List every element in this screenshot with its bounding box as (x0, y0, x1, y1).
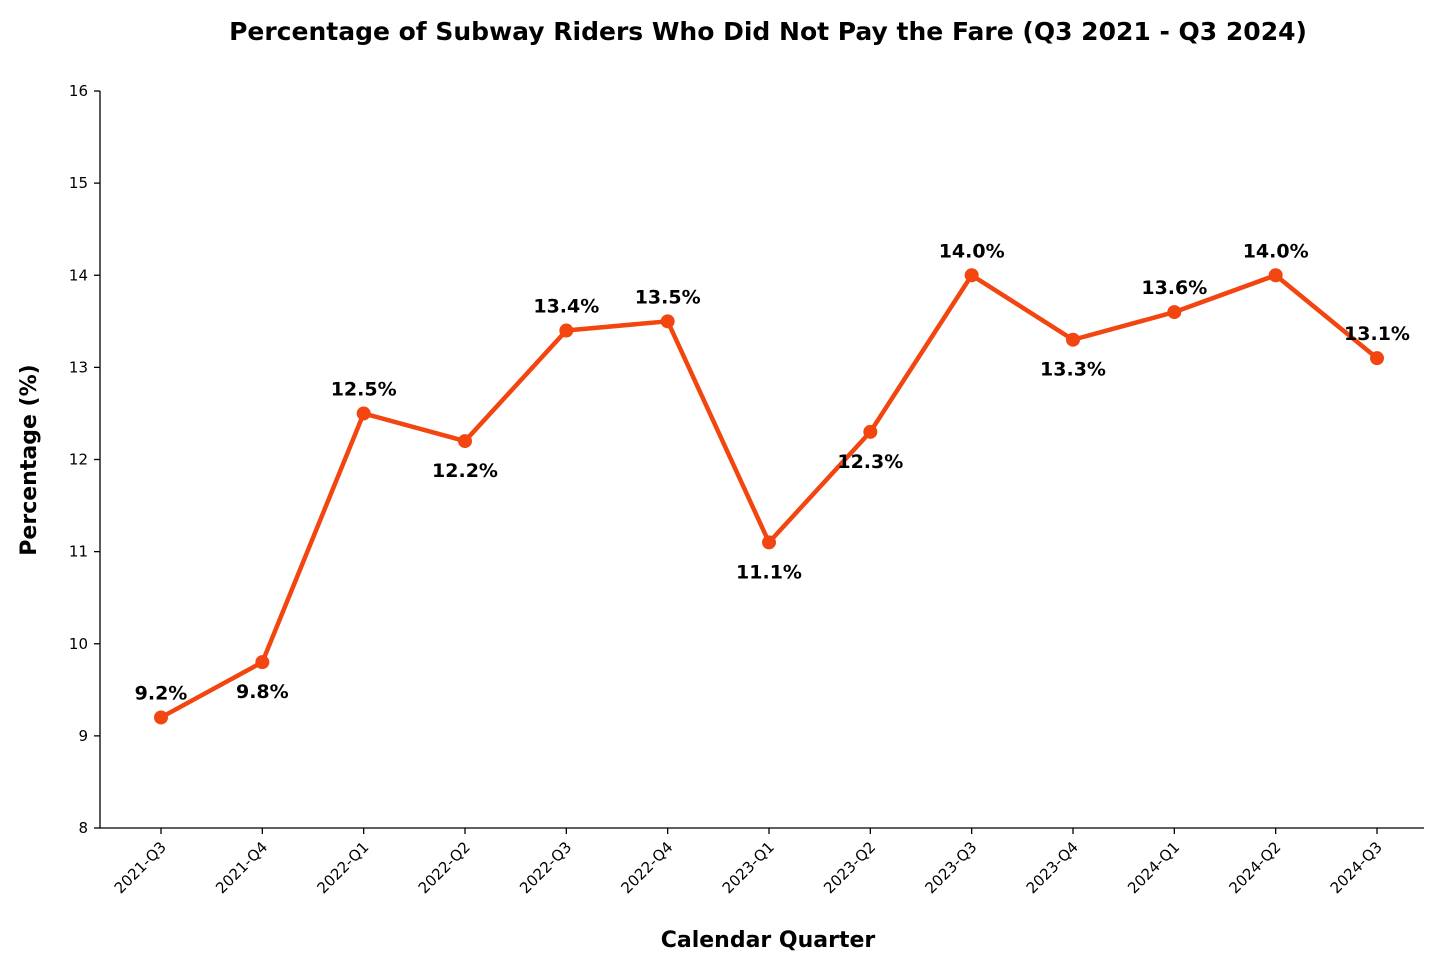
x-tick-label: 2023-Q4 (1023, 838, 1082, 897)
x-tick-label: 2023-Q3 (921, 838, 980, 897)
series-line-group (154, 268, 1384, 725)
data-label: 12.5% (331, 378, 397, 400)
data-label: 12.3% (837, 451, 903, 473)
data-label: 14.0% (939, 240, 1005, 262)
data-point (458, 434, 472, 449)
data-point (964, 268, 979, 283)
data-point (660, 314, 675, 329)
y-tick-label: 11 (69, 543, 88, 561)
data-label: 13.6% (1141, 277, 1207, 299)
x-tick-label: 2022-Q1 (313, 838, 372, 897)
data-label: 9.8% (236, 681, 289, 703)
data-point (559, 323, 574, 338)
data-point (1268, 268, 1283, 283)
data-label: 13.4% (533, 296, 599, 318)
x-tick-label: 2024-Q2 (1225, 838, 1284, 897)
y-tick-label: 12 (69, 451, 88, 469)
data-label: 14.0% (1243, 240, 1309, 262)
data-point (762, 535, 776, 550)
data-point (863, 424, 878, 439)
y-tick-label: 10 (69, 635, 88, 653)
x-tick-label: 2022-Q4 (617, 838, 676, 897)
x-tick-label: 2022-Q3 (516, 838, 575, 897)
chart-title: Percentage of Subway Riders Who Did Not … (229, 17, 1307, 46)
data-labels-group: 9.2% 9.8% 12.5% 12.2% 13.4% 13.5% 11.1% 12.3% 14… (135, 240, 1410, 704)
y-tick-label: 8 (78, 819, 88, 837)
y-tick-label: 9 (78, 727, 88, 745)
x-tick-label: 2024-Q3 (1327, 838, 1386, 897)
data-label: 11.1% (736, 561, 802, 583)
y-tick-label: 16 (69, 82, 88, 100)
data-point (1167, 305, 1182, 320)
data-point (255, 655, 270, 670)
data-point (356, 406, 371, 421)
x-axis-title: Calendar Quarter (661, 928, 876, 953)
x-tick-label: 2021-Q4 (212, 838, 271, 897)
data-label: 12.2% (432, 460, 498, 482)
y-axis-title: Percentage (%) (17, 364, 42, 555)
data-label: 13.1% (1344, 323, 1410, 345)
data-label: 13.5% (635, 286, 701, 308)
x-axis: 2021-Q3 2021-Q4 2022-Q1 2022-Q2 2022-Q3 2022-… (100, 827, 1424, 897)
x-tick-label: 2022-Q2 (415, 838, 474, 897)
x-tick-label: 2023-Q1 (719, 838, 778, 897)
x-tick-label: 2021-Q3 (111, 838, 170, 897)
series-line (158, 273, 1380, 720)
data-label: 9.2% (135, 682, 188, 704)
y-tick-label: 13 (69, 358, 88, 376)
y-tick-label: 15 (69, 174, 88, 192)
data-point (154, 710, 168, 725)
data-point (1370, 351, 1384, 366)
y-axis: 8 9 10 11 12 13 14 15 16 (69, 82, 101, 837)
x-tick-label: 2024-Q1 (1124, 838, 1183, 897)
data-label: 13.3% (1040, 359, 1106, 381)
y-tick-label: 14 (69, 266, 88, 284)
x-tick-label: 2023-Q2 (820, 838, 879, 897)
data-point (1066, 332, 1080, 347)
